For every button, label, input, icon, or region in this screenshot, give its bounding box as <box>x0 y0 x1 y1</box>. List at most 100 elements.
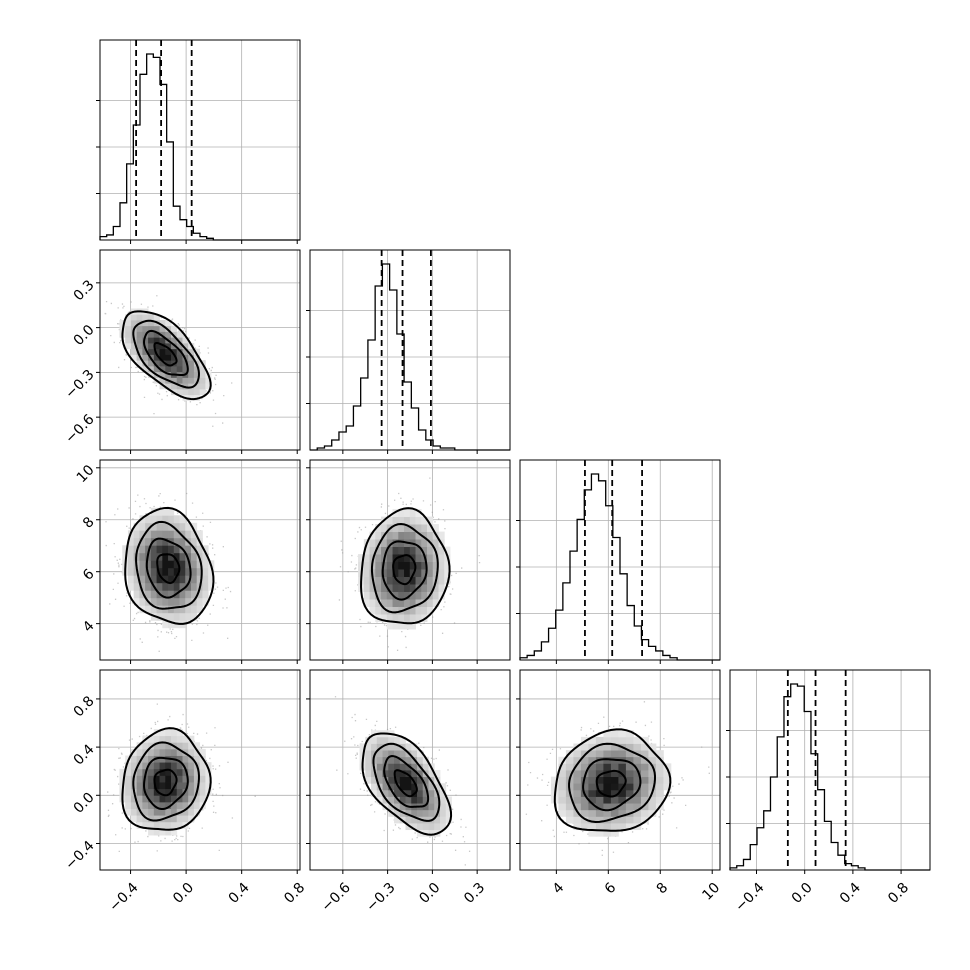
density-cell <box>404 621 411 630</box>
density-cell <box>404 531 411 540</box>
density-cell <box>165 354 172 361</box>
density-cell <box>133 590 140 599</box>
density-cell <box>386 621 393 630</box>
density-cell <box>202 597 209 606</box>
contour-line <box>121 310 212 401</box>
density-cell <box>633 736 642 744</box>
density-cell <box>159 348 166 355</box>
density-cell <box>136 795 143 803</box>
density-cell <box>136 801 143 809</box>
x-tick-label: 4 <box>550 880 568 898</box>
density-cell <box>427 561 434 570</box>
density-cell <box>618 816 627 824</box>
density-cell <box>392 539 399 547</box>
density-cell <box>369 606 376 615</box>
density-cell <box>375 591 382 600</box>
density-cell <box>386 591 393 600</box>
density-cell <box>633 803 642 811</box>
density-cell <box>588 743 597 751</box>
density-cell <box>428 783 435 791</box>
density-cell <box>625 783 634 791</box>
density-cell <box>394 776 401 784</box>
density-cell <box>618 730 627 738</box>
density-cell <box>202 582 209 591</box>
density-cell <box>417 770 424 778</box>
density-cell <box>399 776 406 784</box>
contour-line <box>135 520 203 610</box>
density-cell <box>162 567 169 576</box>
density-cell <box>193 383 201 390</box>
density-cell <box>142 808 149 816</box>
density-cell <box>199 388 206 396</box>
density-cell <box>145 560 152 569</box>
density-cell <box>573 789 582 797</box>
density-cell <box>610 763 619 771</box>
density-cell <box>185 567 192 576</box>
contour-line <box>392 554 417 586</box>
density-cell <box>375 561 382 570</box>
density-cell <box>202 575 209 584</box>
density-cell <box>618 823 627 831</box>
density-cell <box>185 522 192 531</box>
density-cell <box>182 348 189 355</box>
density-cell <box>411 823 418 831</box>
density-cell <box>165 342 172 350</box>
density-cell <box>375 531 382 540</box>
density-cell <box>558 770 567 778</box>
density-cell <box>139 537 146 546</box>
density-cell <box>595 789 604 797</box>
density-cell <box>159 735 166 743</box>
density-cell <box>610 816 619 824</box>
density-cell <box>648 796 657 804</box>
density-cell <box>136 815 143 823</box>
density-cell <box>386 546 393 555</box>
marginal-panel-p1 <box>306 249 511 454</box>
density-cell <box>173 605 180 614</box>
density-cell <box>409 591 416 600</box>
density-cell <box>165 325 172 332</box>
density-cell <box>365 776 372 784</box>
density-cell <box>382 736 389 744</box>
density-cell <box>205 775 212 783</box>
density-cell <box>142 354 149 361</box>
density-cell <box>648 743 657 751</box>
density-cell <box>142 348 149 355</box>
density-cell <box>185 582 192 591</box>
panel-frame <box>99 669 301 871</box>
density-cell <box>148 768 155 776</box>
density-cell <box>363 584 370 592</box>
y-tick-label: 0.4 <box>71 741 98 768</box>
density-cell <box>444 546 451 555</box>
density-cell <box>427 516 434 525</box>
density-cell <box>432 554 439 562</box>
density-cell <box>422 796 429 804</box>
contour-line <box>121 727 212 831</box>
density-cell <box>159 821 166 829</box>
density-cell <box>404 516 411 525</box>
density-cell <box>432 569 439 577</box>
density-cell <box>386 606 393 615</box>
density-cell <box>159 795 166 803</box>
density-cell <box>150 515 157 524</box>
density-cell <box>375 599 382 607</box>
density-cell <box>188 775 195 783</box>
density-cell <box>640 743 649 751</box>
density-cell <box>142 320 149 327</box>
density-cell <box>392 569 399 577</box>
density-cell <box>136 342 143 350</box>
density-cell <box>375 524 382 532</box>
density-cell <box>176 768 183 776</box>
density-cell <box>415 554 422 562</box>
density-cell <box>130 755 138 763</box>
scatter-panel-p1-p2 <box>306 459 511 664</box>
density-cell <box>421 569 428 577</box>
density-cell <box>179 575 186 584</box>
density-cell <box>588 829 597 837</box>
contour-line <box>153 341 178 367</box>
density-cell <box>633 743 642 751</box>
density-cell <box>438 576 445 585</box>
density-cell <box>388 770 395 778</box>
density-cell <box>610 770 619 778</box>
density-cell <box>565 809 574 817</box>
density-cell <box>188 388 195 396</box>
